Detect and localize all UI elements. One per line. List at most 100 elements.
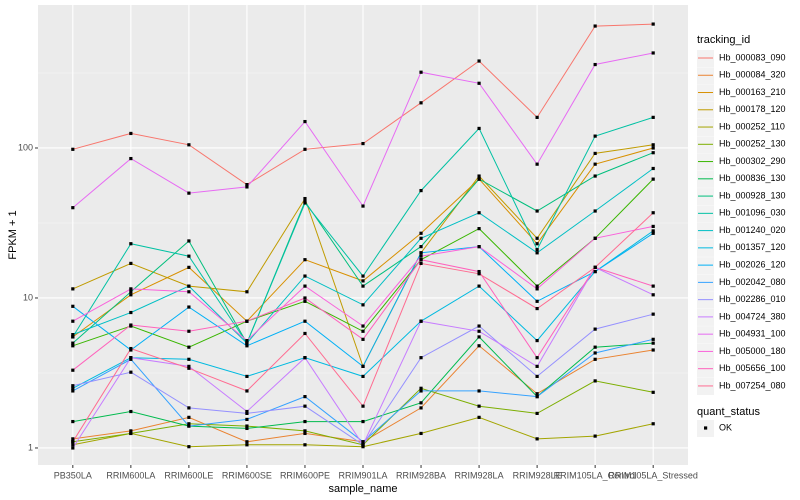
- point: [245, 440, 249, 444]
- point: [535, 395, 539, 399]
- point: [71, 335, 75, 339]
- point: [187, 364, 191, 368]
- point: [535, 364, 539, 368]
- point: [361, 445, 365, 449]
- point: [303, 331, 307, 336]
- legend-label: Hb_001240_020: [719, 225, 786, 235]
- point: [593, 357, 597, 361]
- point: [651, 143, 655, 147]
- point: [651, 284, 655, 288]
- point: [361, 419, 365, 424]
- point: [535, 236, 539, 240]
- point: [129, 293, 133, 297]
- x-tick-label: RRIM928LA: [455, 470, 504, 480]
- point: [187, 254, 191, 258]
- point: [593, 265, 597, 269]
- point: [535, 374, 539, 379]
- point: [419, 356, 423, 360]
- point: [361, 303, 365, 307]
- point: [187, 290, 191, 294]
- legend-label: Hb_005000_180: [719, 346, 786, 356]
- point: [245, 409, 249, 414]
- point: [245, 185, 249, 189]
- point: [71, 446, 75, 450]
- legend-label: Hb_000178_120: [719, 104, 786, 114]
- point: [187, 424, 191, 428]
- legend-label: Hb_004931_100: [719, 329, 786, 339]
- point: [303, 196, 307, 201]
- point: [593, 236, 597, 240]
- point: [651, 224, 655, 229]
- point: [593, 151, 597, 156]
- legend-label: Hb_000163_210: [719, 87, 786, 97]
- legend-label: Hb_000084_320: [719, 70, 786, 80]
- point: [651, 151, 655, 155]
- x-tick-label: RRIM928BA: [396, 470, 446, 480]
- legend-key: [697, 119, 714, 137]
- point: [535, 287, 539, 291]
- point: [187, 239, 191, 243]
- point: [477, 272, 481, 276]
- point: [129, 346, 133, 351]
- point: [419, 236, 423, 240]
- point: [303, 429, 307, 433]
- point: [245, 319, 249, 323]
- legend-label: Hb_000302_290: [719, 156, 786, 166]
- point: [245, 417, 249, 422]
- point: [361, 329, 365, 333]
- point: [303, 443, 307, 447]
- point: [477, 329, 481, 333]
- point: [129, 131, 133, 136]
- point: [651, 293, 655, 297]
- point: [187, 366, 191, 370]
- point: [419, 245, 423, 249]
- legend-label: Hb_000083_090: [719, 52, 786, 62]
- point: [129, 356, 133, 360]
- point: [419, 406, 423, 410]
- point: [187, 345, 191, 349]
- point: [535, 356, 539, 360]
- point: [71, 386, 75, 390]
- legend-label: Hb_005656_100: [719, 363, 786, 373]
- point: [361, 279, 365, 283]
- shape-legend-title: quant_status: [697, 406, 760, 418]
- point: [419, 254, 423, 258]
- x-tick-label: RRIM105LA_Stressed: [608, 470, 698, 480]
- point: [419, 386, 423, 390]
- point: [187, 329, 191, 333]
- point: [303, 404, 307, 408]
- point: [361, 141, 365, 146]
- point: [71, 332, 75, 337]
- y-tick-label: 1: [28, 442, 33, 452]
- point: [651, 177, 655, 181]
- legend-label: Hb_000928_130: [719, 190, 786, 200]
- x-tick-label: RRIM600LE: [164, 470, 213, 480]
- point: [303, 119, 307, 124]
- point: [129, 409, 133, 414]
- point: [71, 287, 75, 291]
- point: [651, 115, 655, 119]
- x-tick-label: PB350LA: [54, 470, 92, 480]
- point: [535, 248, 539, 252]
- point: [245, 424, 249, 428]
- point: [593, 327, 597, 331]
- point: [361, 364, 365, 368]
- legend-label: Hb_000252_110: [719, 121, 785, 131]
- point: [419, 101, 423, 105]
- point: [419, 188, 423, 193]
- point: [71, 440, 75, 444]
- point: [651, 390, 655, 394]
- point: [535, 392, 539, 396]
- legend-label: Hb_001357_120: [719, 242, 786, 252]
- legend-label: OK: [719, 422, 732, 432]
- point: [419, 231, 423, 235]
- point: [651, 337, 655, 341]
- point: [129, 323, 133, 327]
- point: [245, 411, 249, 416]
- point: [593, 434, 597, 438]
- point: [303, 356, 307, 360]
- point: [245, 338, 249, 343]
- legend-label: Hb_002286_010: [719, 294, 786, 304]
- point: [593, 162, 597, 166]
